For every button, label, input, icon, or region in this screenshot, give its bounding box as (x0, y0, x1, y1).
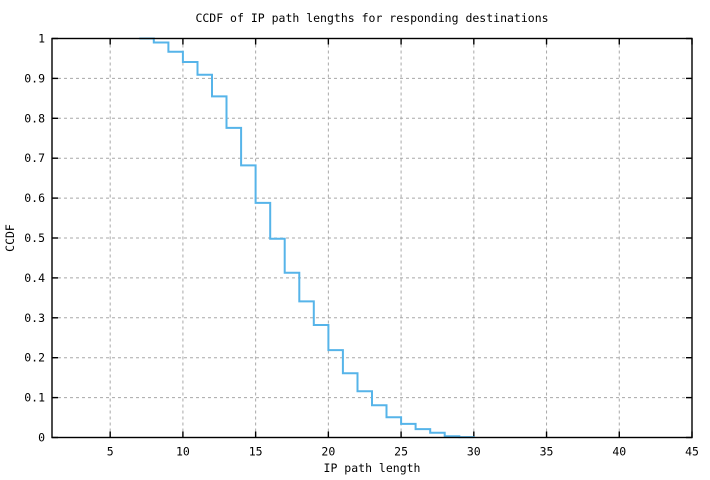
y-tick-label: 0.2 (24, 351, 45, 365)
plot-border (51, 37, 693, 439)
series-layer (139, 37, 475, 439)
x-tick-label: 30 (467, 445, 481, 459)
y-tick-label: 0.6 (24, 191, 45, 205)
y-tick-label: 0.7 (24, 151, 45, 165)
ccdf-step-line (139, 37, 475, 439)
x-tick-label: 35 (540, 445, 554, 459)
x-tick-label: 45 (685, 445, 699, 459)
x-axis-label: IP path length (324, 461, 421, 475)
y-axis-label: CCDF (3, 224, 17, 252)
x-tick-labels: 5 10 15 20 25 30 35 40 45 (107, 445, 699, 459)
x-tick-label: 10 (176, 445, 190, 459)
y-tick-label: 0.4 (24, 271, 45, 285)
x-tick-label: 20 (321, 445, 335, 459)
x-tick-label: 25 (394, 445, 408, 459)
chart-title: CCDF of IP path lengths for responding d… (195, 11, 548, 25)
y-tick-label: 0.3 (24, 311, 45, 325)
y-tick-label: 1 (38, 32, 45, 46)
y-tick-label: 0.1 (24, 391, 45, 405)
y-tick-label: 0.9 (24, 71, 45, 85)
y-tick-label: 0.8 (24, 111, 45, 125)
x-tick-label: 40 (612, 445, 626, 459)
x-tick-label: 5 (107, 445, 114, 459)
grid-layer (52, 38, 692, 438)
y-tick-labels: 0 0.1 0.2 0.3 0.4 0.5 0.6 0.7 0.8 0.9 1 (24, 32, 45, 445)
x-tick-label: 15 (249, 445, 263, 459)
y-tick-label: 0 (38, 431, 45, 445)
y-tick-label: 0.5 (24, 231, 45, 245)
